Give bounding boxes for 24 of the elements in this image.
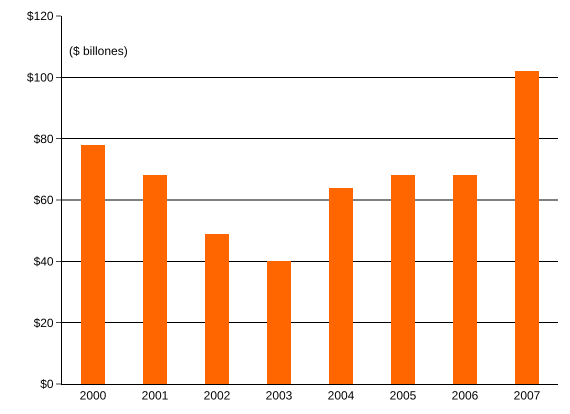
bar bbox=[515, 71, 539, 384]
y-tick-label: $20 bbox=[34, 316, 54, 330]
bar bbox=[205, 234, 229, 384]
y-tick-label: $40 bbox=[34, 254, 54, 269]
bar bbox=[453, 175, 477, 384]
bar bbox=[81, 145, 105, 384]
bar bbox=[143, 175, 167, 384]
x-tick-label: 2005 bbox=[390, 388, 417, 402]
y-tick-label: $60 bbox=[34, 193, 54, 208]
bar bbox=[267, 261, 291, 384]
x-tick-label: 2004 bbox=[328, 388, 355, 402]
bar bbox=[391, 175, 415, 384]
annotation: ($ billones) bbox=[69, 44, 128, 58]
y-tick-label: $100 bbox=[26, 70, 54, 85]
y-tick-label: $120 bbox=[26, 9, 54, 24]
x-tick-label: 2001 bbox=[142, 388, 169, 402]
x-tick-label: 2000 bbox=[80, 388, 107, 402]
bar bbox=[329, 188, 353, 384]
y-tick-label: $0 bbox=[40, 377, 54, 392]
y-tick-label: $80 bbox=[34, 132, 54, 146]
x-tick-label: 2002 bbox=[204, 388, 231, 402]
x-tick-label: 2006 bbox=[452, 388, 479, 402]
x-tick-label: 2003 bbox=[266, 388, 293, 402]
x-tick-label: 2007 bbox=[514, 388, 541, 402]
